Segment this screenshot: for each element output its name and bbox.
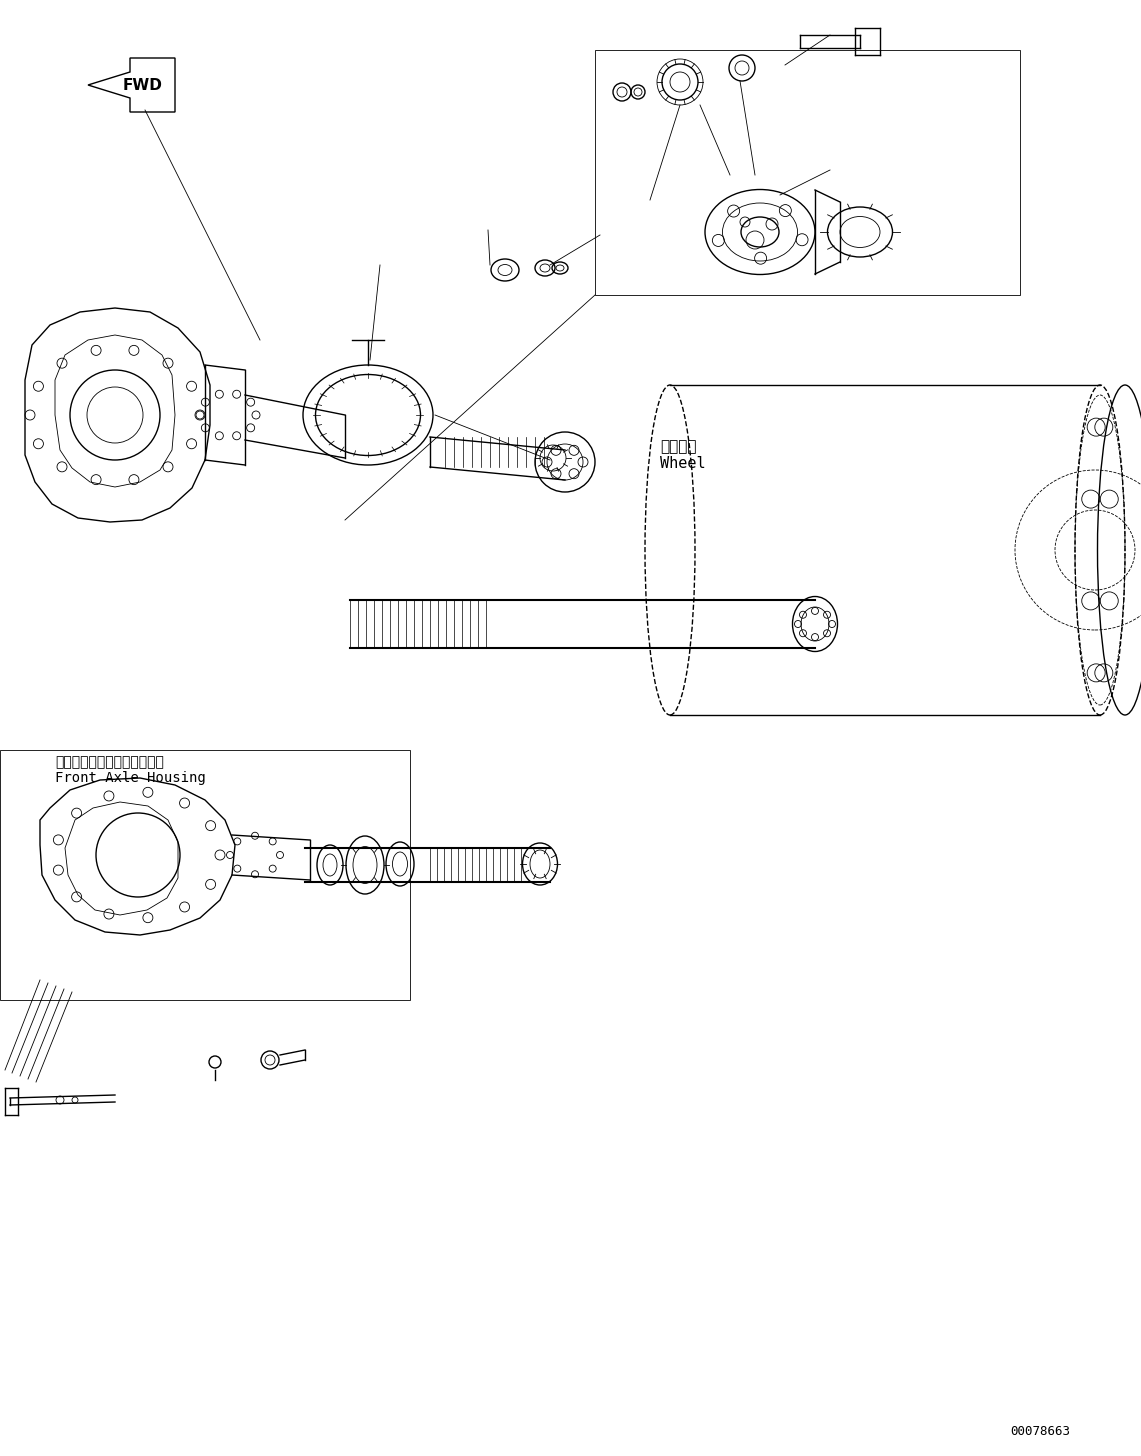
Text: フロントアクスルハウジング
Front Axle Housing: フロントアクスルハウジング Front Axle Housing — [55, 756, 205, 785]
Text: ホイール
Wheel: ホイール Wheel — [659, 438, 705, 472]
Text: FWD: FWD — [123, 77, 163, 93]
Text: 00078663: 00078663 — [1010, 1425, 1070, 1439]
